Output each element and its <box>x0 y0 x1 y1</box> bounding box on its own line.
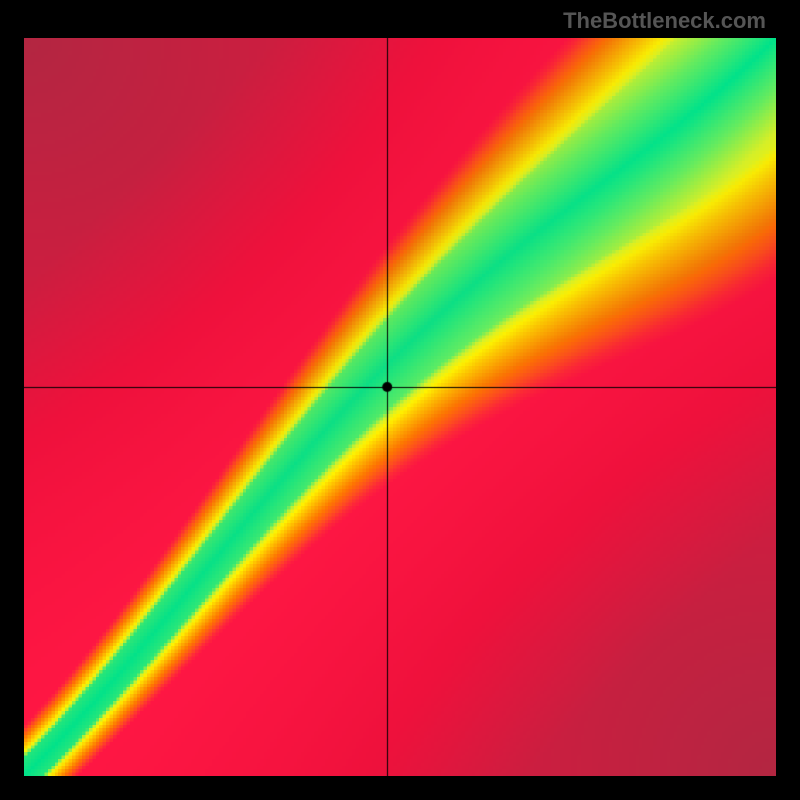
crosshair-overlay <box>24 38 776 776</box>
watermark-text: TheBottleneck.com <box>563 8 766 34</box>
chart-container: TheBottleneck.com <box>0 0 800 800</box>
